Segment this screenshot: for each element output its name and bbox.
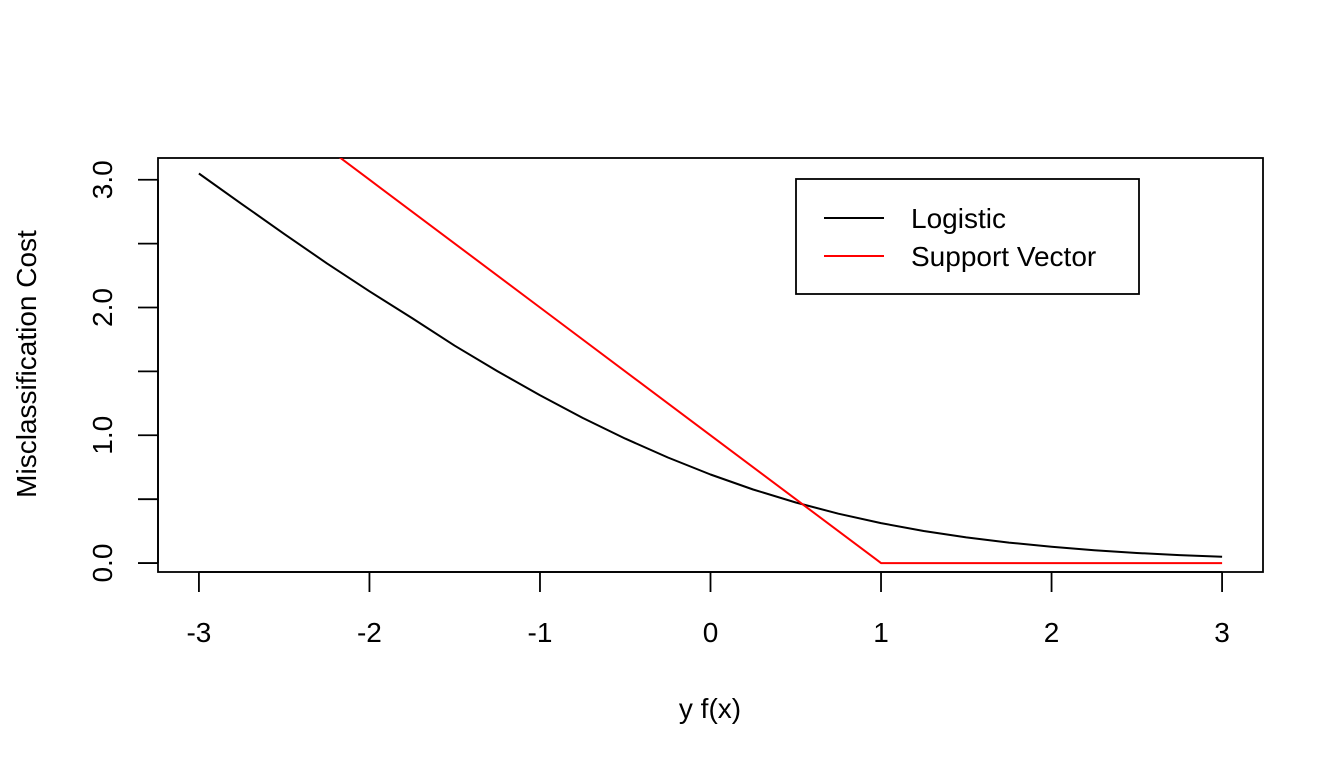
x-tick-label: 1: [873, 617, 889, 648]
y-axis-label: Misclassification Cost: [11, 230, 42, 498]
legend-box: [795, 178, 1140, 295]
x-tick-label: -3: [186, 617, 211, 648]
x-tick-label: -2: [357, 617, 382, 648]
legend-label: Support Vector: [911, 241, 1096, 272]
legend-label: Logistic: [911, 203, 1006, 234]
x-tick-label: 3: [1214, 617, 1230, 648]
x-tick-label: -1: [528, 617, 553, 648]
x-axis-label: y f(x): [679, 693, 741, 724]
series-line-logistic: [198, 172, 1223, 558]
y-tick-label: 1.0: [87, 416, 118, 455]
y-tick-label: 3.0: [87, 160, 118, 199]
y-tick-label: 0.0: [87, 544, 118, 583]
y-tick-label: 2.0: [87, 288, 118, 327]
x-tick-label: 0: [703, 617, 719, 648]
series-line-support-vector: [338, 158, 1223, 565]
x-tick-label: 2: [1044, 617, 1060, 648]
